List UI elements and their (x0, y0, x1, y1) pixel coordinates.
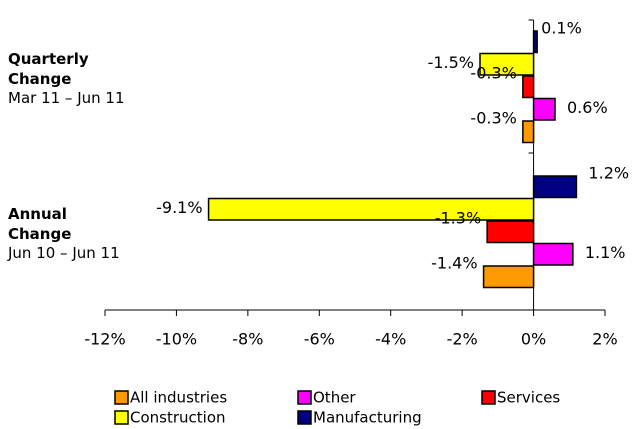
bar (522, 75, 535, 99)
legend-label: Construction (130, 409, 226, 427)
legend-label: All industries (130, 389, 227, 407)
value-label: 1.2% (588, 164, 629, 183)
x-tick-label: -6% (304, 330, 335, 349)
value-label: 0.6% (567, 98, 608, 117)
legend-swatch (114, 390, 129, 405)
value-label: -0.3% (470, 109, 516, 128)
category-period: Jun 10 – Jun 11 (8, 244, 120, 262)
bar (532, 97, 556, 121)
value-label: -0.3% (470, 64, 516, 83)
legend-swatch (114, 410, 129, 425)
value-label: -1.5% (428, 53, 474, 72)
legend-swatch (297, 390, 312, 405)
bar (486, 220, 535, 244)
legend-swatch (481, 390, 496, 405)
bar (532, 242, 574, 266)
x-tick-label: 0% (521, 330, 546, 349)
value-label: -1.4% (431, 254, 477, 273)
category-label: Quarterly Change (8, 50, 89, 88)
bar (532, 30, 538, 54)
x-tick-label: -12% (84, 330, 125, 349)
x-tick-label: -4% (375, 330, 406, 349)
bar (479, 52, 535, 76)
bar (207, 197, 535, 221)
value-label: 1.1% (585, 243, 626, 262)
bar (482, 265, 535, 289)
x-tick-label: -8% (232, 330, 263, 349)
legend-swatch (297, 410, 312, 425)
legend-label: Services (497, 389, 560, 407)
x-tick-label: -2% (447, 330, 478, 349)
value-label: -9.1% (156, 198, 202, 217)
value-label: 0.1% (541, 19, 582, 38)
legend-label: Manufacturing (313, 409, 422, 427)
legend-label: Other (313, 389, 356, 407)
value-label: -1.3% (435, 209, 481, 228)
bar (522, 120, 535, 144)
category-label: Annual Change (8, 205, 72, 243)
x-tick-label: -10% (156, 330, 197, 349)
x-tick-label: 2% (592, 330, 617, 349)
bar (532, 175, 578, 199)
category-period: Mar 11 – Jun 11 (8, 89, 125, 107)
